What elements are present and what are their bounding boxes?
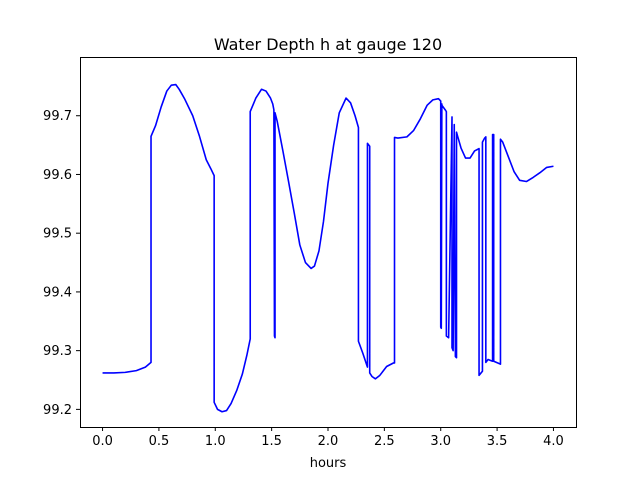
x-tick-label: 1.5 xyxy=(261,434,282,449)
x-tick-label: 0.5 xyxy=(149,434,170,449)
y-tick-label: 99.6 xyxy=(43,168,72,183)
y-tick-label: 99.7 xyxy=(43,109,72,124)
x-tick-label: 3.0 xyxy=(430,434,451,449)
x-tick-label: 1.0 xyxy=(205,434,226,449)
x-tick-label: 2.5 xyxy=(374,434,395,449)
y-tick-label: 99.2 xyxy=(43,403,72,418)
y-tick-label: 99.4 xyxy=(43,285,72,300)
x-tick-label: 4.0 xyxy=(543,434,564,449)
y-tick-label: 99.3 xyxy=(43,344,72,359)
x-tick-label: 0.0 xyxy=(92,434,113,449)
x-tick-label: 3.5 xyxy=(487,434,508,449)
series-line xyxy=(102,83,554,413)
x-tick-label: 2.0 xyxy=(318,434,339,449)
y-tick-label: 99.5 xyxy=(43,227,72,242)
y-axis: 99.2 99.3 99.4 99.5 99.6 99.7 xyxy=(43,109,80,418)
plot-area xyxy=(102,83,554,413)
x-axis-label: hours xyxy=(310,456,347,471)
chart-title: Water Depth h at gauge 120 xyxy=(214,35,442,54)
plot-frame xyxy=(80,57,577,428)
